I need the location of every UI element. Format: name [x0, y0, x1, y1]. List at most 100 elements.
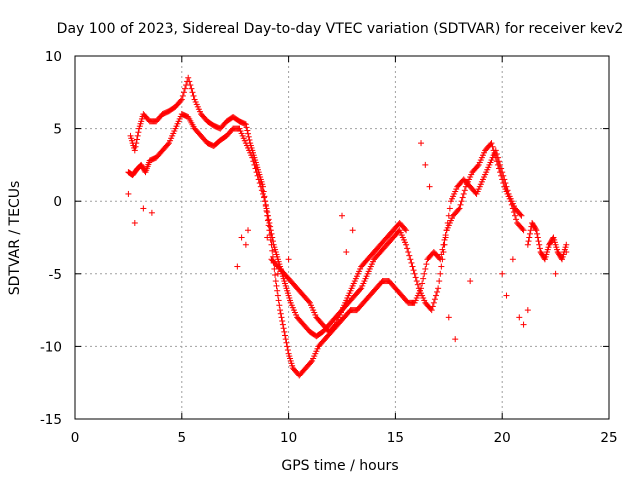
data-point: [272, 278, 279, 285]
data-point: [500, 180, 507, 187]
data-point: [428, 307, 435, 314]
data-point: [474, 163, 481, 170]
data-point: [452, 336, 459, 343]
y-tick-label: -15: [40, 412, 62, 428]
data-point: [549, 235, 556, 242]
data-point: [414, 281, 421, 288]
data-point: [423, 261, 430, 268]
data-point: [133, 140, 140, 147]
data-point: [238, 234, 245, 241]
data-point: [499, 176, 506, 183]
data-point: [536, 245, 543, 252]
data-point: [534, 234, 541, 241]
data-point: [429, 303, 436, 310]
data-point: [536, 241, 543, 248]
data-point: [436, 278, 443, 285]
data-point: [526, 230, 533, 237]
data-point: [245, 130, 252, 137]
data-point: [495, 165, 502, 172]
data-point: [132, 143, 139, 150]
data-point: [499, 270, 506, 277]
data-point: [274, 287, 281, 294]
data-point: [264, 234, 271, 241]
data-point: [259, 183, 266, 190]
data-point: [190, 92, 197, 99]
y-tick-label: 10: [45, 49, 62, 65]
data-point: [526, 234, 533, 241]
data-point: [438, 251, 445, 258]
data-point: [177, 97, 184, 104]
data-point: [516, 314, 523, 321]
data-point: [262, 203, 269, 210]
data-point: [431, 296, 438, 303]
data-point: [245, 227, 252, 234]
data-point: [269, 247, 276, 254]
data-point: [343, 249, 350, 256]
data-point: [445, 314, 452, 321]
data-point: [272, 272, 279, 279]
data-point: [439, 246, 446, 253]
data-points: [125, 74, 570, 379]
data-point: [277, 310, 284, 317]
data-point: [435, 285, 442, 292]
data-point: [524, 307, 531, 314]
data-point: [491, 151, 498, 158]
data-point: [492, 154, 499, 161]
data-point: [279, 321, 286, 328]
data-point: [180, 89, 187, 96]
data-point: [245, 133, 252, 140]
data-point: [273, 282, 280, 289]
data-point: [135, 129, 142, 136]
data-point: [185, 74, 192, 81]
data-point: [280, 325, 287, 332]
data-point: [503, 292, 510, 299]
data-point: [187, 82, 194, 89]
data-point: [422, 161, 429, 168]
data-point: [441, 236, 448, 243]
data-point: [265, 216, 272, 223]
data-point: [262, 198, 269, 205]
data-point: [456, 205, 463, 212]
grid-lines: [75, 56, 609, 419]
data-point: [279, 317, 286, 324]
x-tick-label: 10: [280, 430, 297, 446]
data-point: [263, 207, 270, 214]
data-point: [509, 256, 516, 263]
data-point: [507, 198, 514, 205]
x-axis-label: GPS time / hours: [281, 458, 398, 474]
data-point: [535, 238, 542, 245]
data-point: [268, 230, 275, 237]
data-point: [520, 227, 527, 234]
data-point: [264, 212, 271, 219]
data-point: [406, 252, 413, 259]
x-tick-label: 15: [387, 430, 404, 446]
y-tick-label: -10: [40, 339, 62, 355]
data-point: [278, 314, 285, 321]
data-point: [418, 285, 425, 292]
data-point: [434, 288, 441, 295]
data-point: [186, 78, 193, 85]
data-point: [513, 216, 520, 223]
data-point: [261, 193, 268, 200]
data-point: [430, 299, 437, 306]
data-point: [563, 249, 570, 256]
data-point: [131, 147, 138, 154]
data-point: [459, 194, 466, 201]
data-point: [277, 307, 284, 314]
data-point: [189, 89, 196, 96]
data-point: [148, 209, 155, 216]
data-point: [410, 267, 417, 274]
data-point: [490, 147, 497, 154]
data-point: [518, 212, 525, 219]
data-point: [437, 270, 444, 277]
data-point: [437, 256, 444, 263]
data-point: [246, 136, 253, 143]
y-tick-label: -5: [49, 267, 62, 283]
data-point: [440, 241, 447, 248]
data-point: [541, 255, 548, 262]
data-point: [408, 259, 415, 266]
data-point: [563, 241, 570, 248]
data-point: [179, 92, 186, 99]
data-point: [512, 212, 519, 219]
